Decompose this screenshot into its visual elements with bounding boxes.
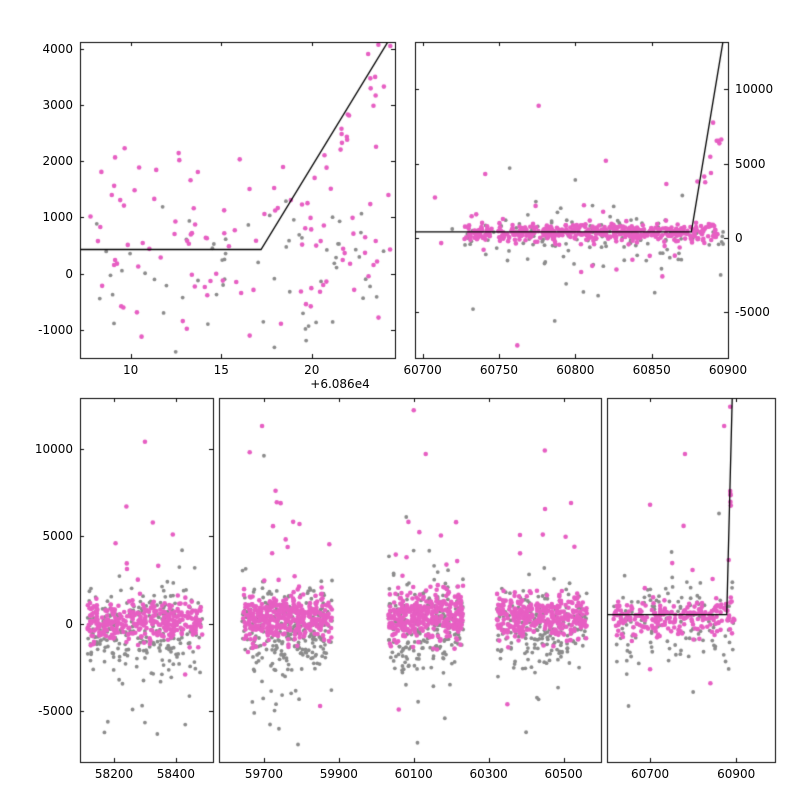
light-curve-figure: BLG04K0303.036429 (2775.08, 3302.76)3 51… bbox=[0, 0, 800, 800]
scatter-plot-canvas bbox=[0, 0, 800, 800]
